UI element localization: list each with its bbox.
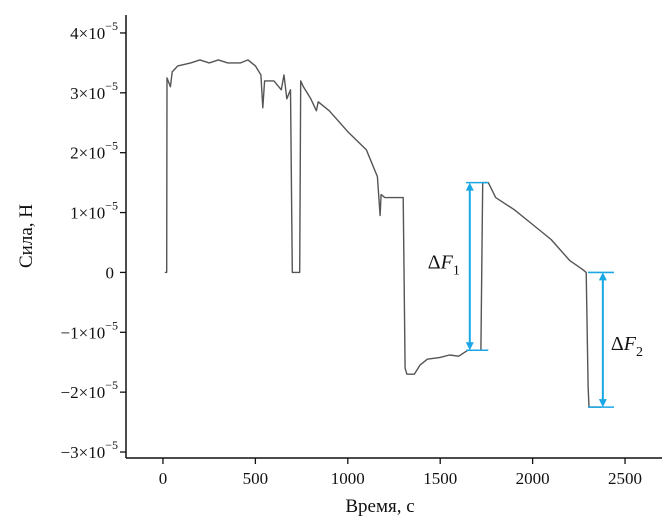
arrow-down-icon bbox=[598, 399, 607, 408]
delta-bracket bbox=[588, 271, 614, 408]
arrow-up-icon bbox=[465, 182, 474, 191]
y-tick-label: −3×10−5 bbox=[61, 438, 118, 462]
y-tick-label: −2×10−5 bbox=[61, 378, 118, 402]
y-axis-title: Сила, Н bbox=[16, 204, 37, 268]
annotations: ΔF1 ΔF2 bbox=[428, 181, 643, 408]
series-line bbox=[164, 59, 601, 408]
x-tick-label: 2000 bbox=[516, 469, 550, 488]
delta-label: ΔF1 bbox=[428, 251, 460, 278]
x-tick-label: 1500 bbox=[423, 469, 457, 488]
y-tick-label: 1×10−5 bbox=[70, 199, 118, 223]
y-tick-label: 4×10−5 bbox=[70, 19, 118, 43]
arrow-down-icon bbox=[465, 342, 474, 351]
y-ticks: 4×10−5 3×10−5 2×10−5 1×10−5 0 −1×10−5 −2×10−5 −… bbox=[61, 19, 126, 462]
x-ticks: 0 500 1000 1500 2000 2500 bbox=[159, 458, 642, 488]
x-tick-label: 1000 bbox=[331, 469, 365, 488]
x-axis-title: Время, с bbox=[345, 496, 414, 517]
x-tick-label: 500 bbox=[243, 469, 269, 488]
delta-bracket bbox=[465, 181, 489, 352]
x-tick-label: 2500 bbox=[608, 469, 642, 488]
series-group bbox=[164, 59, 601, 408]
y-tick-label: −1×10−5 bbox=[61, 318, 118, 342]
arrow-up-icon bbox=[598, 272, 607, 281]
axes bbox=[125, 15, 662, 459]
y-tick-label: 2×10−5 bbox=[70, 139, 118, 163]
x-tick-label: 0 bbox=[159, 469, 168, 488]
y-tick-label: 3×10−5 bbox=[70, 79, 118, 103]
delta-label: ΔF2 bbox=[611, 333, 643, 360]
y-tick-label: 0 bbox=[106, 263, 115, 282]
